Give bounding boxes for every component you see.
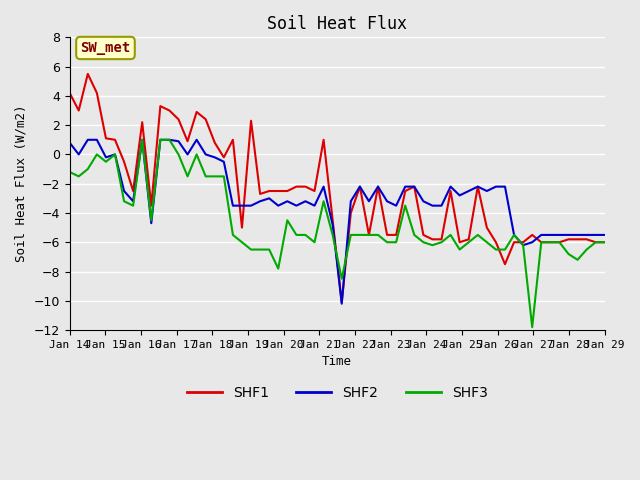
Line: SHF1: SHF1 [70,74,605,302]
SHF3 [529,324,536,330]
SHF2 [601,232,609,238]
SHF3 [410,232,418,238]
Y-axis label: Soil Heat Flux (W/m2): Soil Heat Flux (W/m2) [15,105,28,263]
SHF1 [247,118,255,124]
SHF1 [211,140,219,145]
SHF2 [256,198,264,204]
SHF2 [211,155,219,160]
SHF3 [256,247,264,252]
Line: SHF2: SHF2 [70,140,605,304]
SHF2 [229,203,237,208]
SHF2 [420,198,428,204]
SHF3 [211,173,219,179]
SHF2 [84,137,92,143]
SHF2 [166,137,173,143]
Title: Soil Heat Flux: Soil Heat Flux [268,15,407,33]
SHF1 [256,191,264,197]
Line: SHF3: SHF3 [70,140,605,327]
SHF2 [247,203,255,208]
SHF1 [84,71,92,77]
SHF3 [601,240,609,245]
SHF2 [66,140,74,145]
SHF1 [166,108,173,113]
Legend: SHF1, SHF2, SHF3: SHF1, SHF2, SHF3 [181,380,493,405]
SHF1 [66,90,74,96]
SHF2 [338,301,346,307]
SHF1 [229,137,237,143]
SHF3 [166,137,173,143]
X-axis label: Time: Time [322,355,352,368]
SHF3 [138,137,146,143]
SHF3 [229,232,237,238]
SHF1 [601,240,609,245]
SHF1 [420,232,428,238]
SHF3 [66,169,74,175]
SHF3 [247,247,255,252]
SHF1 [338,300,346,305]
Text: SW_met: SW_met [81,41,131,55]
